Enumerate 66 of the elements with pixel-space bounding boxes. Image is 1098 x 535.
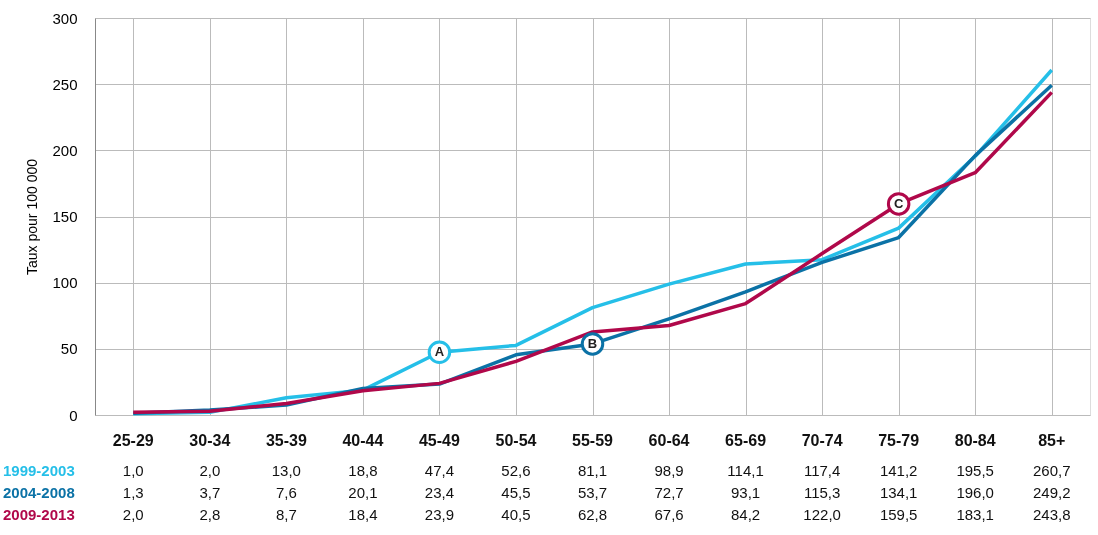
data-label: 141,2 [879, 462, 918, 479]
data-label: 3,7 [199, 484, 221, 501]
data-label: 2,8 [199, 506, 221, 523]
data-label: 93,1 [730, 484, 761, 501]
y-tick-label: 300 [52, 9, 78, 27]
y-tick-label: 50 [60, 340, 78, 358]
text: 1999-2003 [3, 462, 75, 479]
data-label: 18,8 [348, 462, 378, 479]
y-tick-label: 0 [69, 406, 78, 424]
data-label: 183,1 [956, 506, 994, 523]
data-label: 62,8 [577, 506, 608, 523]
data-label: 122,0 [803, 506, 841, 523]
x-tick-label: 60-64 [648, 432, 690, 449]
x-tick-label: 50-54 [495, 432, 537, 449]
x-tick-label: 85+ [1038, 432, 1066, 449]
data-label: 23,4 [424, 484, 455, 501]
x-tick-label: 75-79 [878, 432, 920, 449]
data-label: 114,1 [727, 462, 764, 479]
data-label: 20,1 [348, 484, 378, 501]
data-label: 1,3 [122, 484, 144, 501]
x-tick-label: 30-34 [189, 432, 231, 449]
data-label: 134,1 [879, 484, 918, 501]
x-tick-label: 80-84 [954, 432, 996, 449]
data-label: 53,7 [577, 484, 608, 501]
data-label: 67,6 [654, 506, 684, 523]
data-label: 40,5 [501, 506, 531, 523]
data-label: 98,9 [654, 462, 684, 479]
annotation: C [893, 195, 904, 211]
y-tick-label: 100 [52, 274, 78, 292]
y-tick-label: 250 [52, 75, 78, 93]
x-tick-label: 35-39 [265, 432, 307, 449]
data-label: 2,0 [122, 506, 144, 523]
x-tick-label: 70-74 [801, 432, 843, 449]
x-tick-label: 55-59 [572, 432, 614, 449]
data-label: 195,5 [956, 462, 994, 479]
data-label: 260,7 [1032, 462, 1071, 479]
data-label: 196,0 [956, 484, 994, 501]
data-label: 2,0 [199, 462, 221, 479]
text: 2004-2008 [3, 484, 75, 501]
x-tick-label: 65-69 [725, 432, 767, 449]
data-label: 8,7 [275, 506, 297, 523]
data-label: 45,5 [501, 484, 531, 501]
text: 2009-2013 [3, 506, 75, 523]
data-label: 81,1 [577, 462, 608, 479]
y-axis-title: Taux pour 100 000 [24, 158, 41, 275]
data-label: 1,0 [122, 462, 144, 479]
x-tick-label: 40-44 [342, 432, 384, 449]
data-label: 18,4 [348, 506, 378, 523]
data-label: 47,4 [424, 462, 455, 479]
data-label: 243,8 [1032, 506, 1071, 523]
data-label: 115,3 [803, 484, 841, 501]
y-tick-label: 150 [52, 208, 78, 225]
x-tick-label: 25-29 [112, 432, 154, 449]
data-label: 84,2 [730, 506, 761, 523]
data-label: 72,7 [654, 484, 684, 501]
data-label: 52,6 [501, 462, 531, 479]
data-label: 249,2 [1032, 484, 1071, 501]
data-label: 13,0 [271, 462, 301, 479]
annotation: A [434, 344, 445, 360]
data-label: 117,4 [803, 462, 841, 479]
x-tick-label: 45-49 [418, 432, 460, 449]
data-label: 23,9 [424, 506, 455, 523]
annotation: B [587, 335, 598, 351]
data-label: 7,6 [275, 484, 297, 501]
y-tick-label: 200 [52, 141, 78, 159]
data-label: 159,5 [879, 506, 918, 523]
